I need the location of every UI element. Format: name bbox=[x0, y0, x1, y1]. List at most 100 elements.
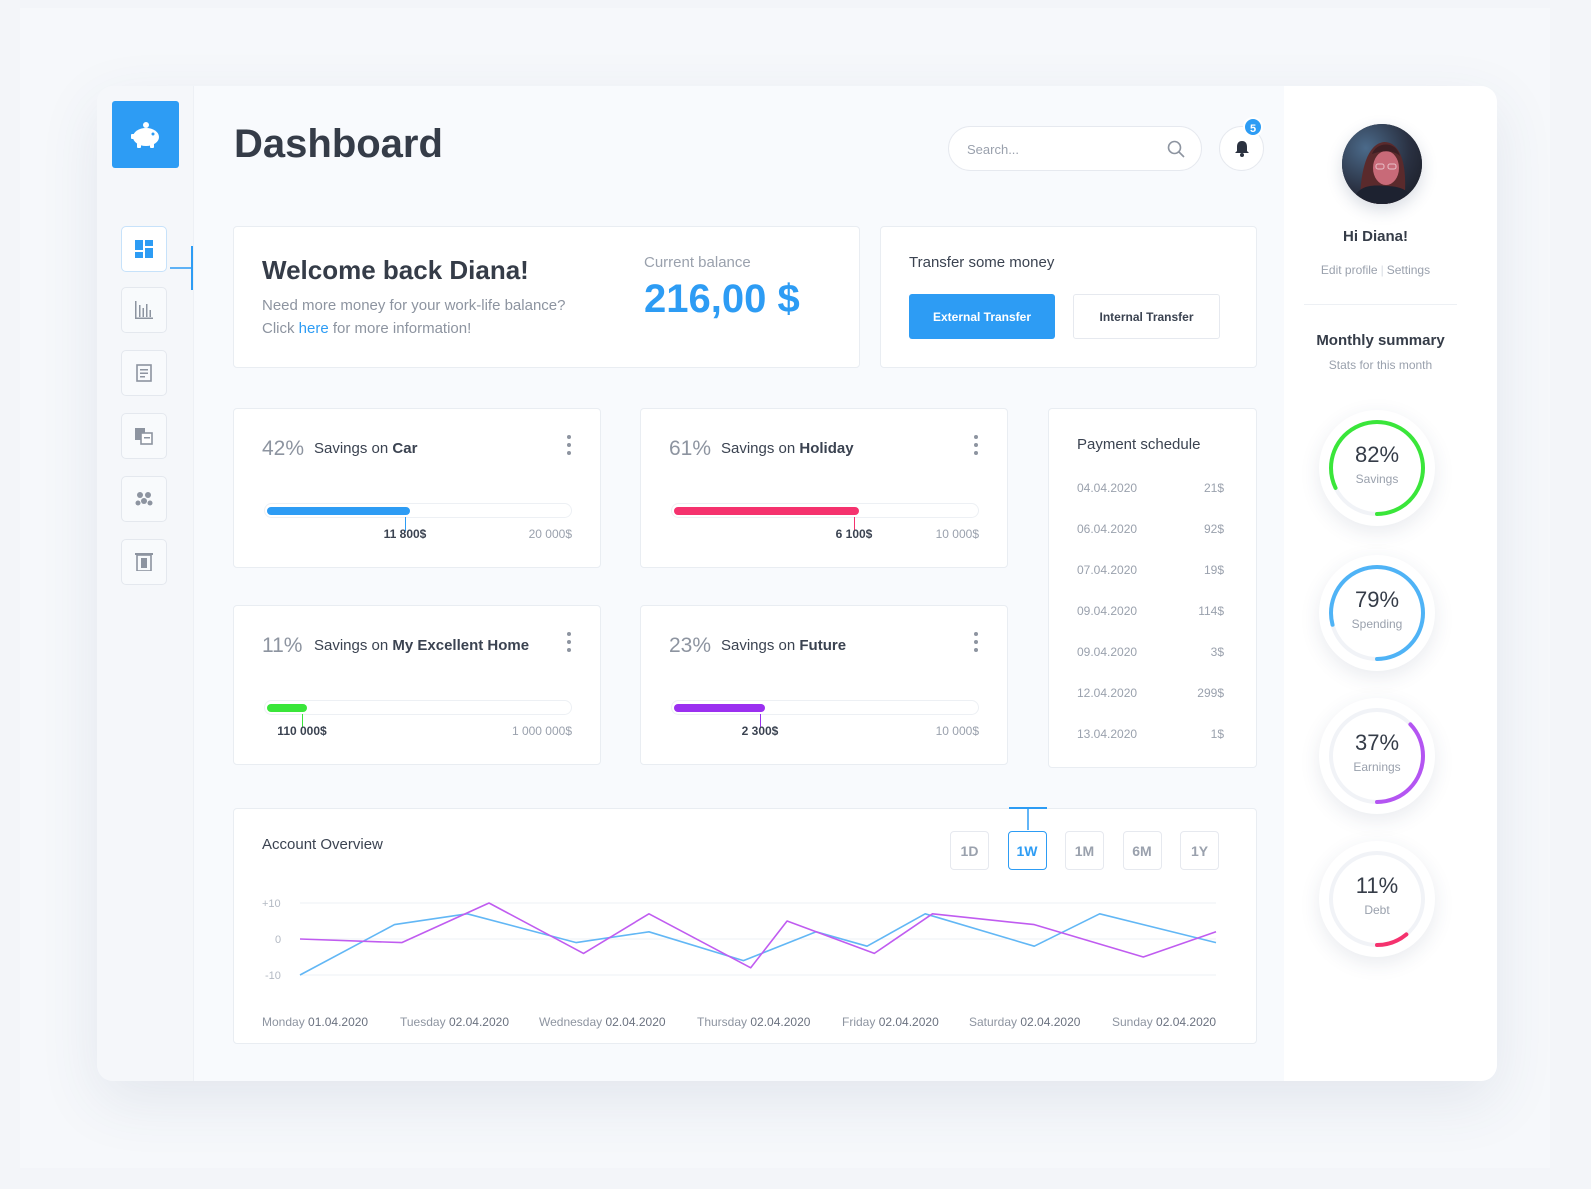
savings-current-amount: 110 000$ bbox=[277, 724, 327, 738]
sidebar bbox=[97, 86, 194, 1081]
progress-marker bbox=[302, 714, 303, 728]
logo[interactable] bbox=[112, 101, 179, 168]
transfer-title: Transfer some money bbox=[909, 254, 1055, 271]
edit-profile-link[interactable]: Edit profile bbox=[1320, 263, 1378, 277]
payment-row: 07.04.2020 19$ bbox=[1077, 563, 1224, 577]
sidebar-item-dashboard[interactable] bbox=[121, 226, 167, 272]
payment-schedule-title: Payment schedule bbox=[1077, 436, 1201, 453]
divider bbox=[1304, 304, 1457, 305]
range-button-1m[interactable]: 1M bbox=[1065, 831, 1104, 870]
progress-marker bbox=[760, 714, 761, 728]
savings-progress-fill bbox=[674, 507, 859, 515]
search-input[interactable] bbox=[967, 139, 1147, 159]
gauge-value: 11% bbox=[1355, 873, 1399, 898]
savings-percent: 23% bbox=[669, 634, 712, 657]
gauge-value: 37% bbox=[1354, 730, 1400, 755]
search-icon[interactable] bbox=[1167, 140, 1185, 163]
welcome-card: Welcome back Diana! Need more money for … bbox=[233, 226, 860, 368]
savings-percent: 11% bbox=[262, 634, 303, 657]
x-axis-label: Tuesday 02.04.2020 bbox=[400, 1015, 509, 1029]
y-tick-mid: 0 bbox=[275, 934, 282, 946]
gauge-label: Spending bbox=[1351, 617, 1403, 631]
app-window: Dashboard 5 Welcome back Diana! Need mor… bbox=[97, 86, 1497, 1081]
savings-progress-fill bbox=[674, 704, 765, 712]
payment-date: 04.04.2020 bbox=[1077, 481, 1138, 495]
savings-card: 61% Savings on Holiday 6 100$ 10 000$ bbox=[640, 408, 1008, 568]
savings-label: Savings on My Excellent Home bbox=[314, 637, 530, 654]
active-range-indicator bbox=[1008, 807, 1047, 830]
gauge-label: Debt bbox=[1364, 903, 1390, 917]
monthly-summary-subtitle: Stats for this month bbox=[1328, 358, 1433, 372]
payment-amount: 21$ bbox=[1203, 481, 1224, 495]
series-line-2 bbox=[299, 902, 1217, 969]
right-panel: Hi Diana! Edit profile | Settings Monthly … bbox=[1284, 86, 1497, 1081]
savings-target-amount: 10 000$ bbox=[935, 724, 979, 738]
series-line-1 bbox=[299, 913, 1217, 976]
savings-goal-name: Car bbox=[392, 440, 418, 457]
summary-gauge-savings: 82% Savings bbox=[1319, 410, 1435, 526]
notification-badge: 5 bbox=[1243, 117, 1263, 137]
cards-icon bbox=[135, 428, 153, 445]
payment-date: 09.04.2020 bbox=[1077, 604, 1138, 618]
savings-progress-track bbox=[264, 700, 572, 715]
savings-card: 42% Savings on Car 11 800$ 20 000$ bbox=[233, 408, 601, 568]
more-info-link[interactable]: here bbox=[298, 320, 329, 337]
payment-row: 09.04.2020 114$ bbox=[1077, 604, 1224, 618]
page-title: Dashboard bbox=[234, 122, 443, 166]
payment-amount: 114$ bbox=[1198, 604, 1224, 618]
x-axis-label: Monday 01.04.2020 bbox=[262, 1015, 369, 1029]
x-axis-label: Friday 02.04.2020 bbox=[842, 1015, 939, 1029]
gauge-label: Savings bbox=[1355, 472, 1399, 486]
sidebar-item-users[interactable] bbox=[121, 476, 167, 522]
profile-links: Edit profile | Settings bbox=[1284, 263, 1467, 277]
savings-current-amount: 11 800$ bbox=[383, 527, 427, 541]
payment-row: 13.04.2020 1$ bbox=[1077, 727, 1224, 741]
monthly-summary-title: Monthly summary bbox=[1316, 332, 1445, 349]
gauge-value: 82% bbox=[1354, 442, 1400, 467]
welcome-line-2: Click here for more information! bbox=[262, 320, 472, 337]
range-button-6m[interactable]: 6M bbox=[1122, 831, 1162, 870]
bell-icon bbox=[1234, 141, 1249, 157]
savings-current-amount: 2 300$ bbox=[741, 724, 779, 738]
avatar[interactable] bbox=[1342, 124, 1422, 204]
sidebar-item-cards[interactable] bbox=[121, 413, 167, 459]
gauge-ring bbox=[1329, 708, 1425, 804]
more-options-icon[interactable] bbox=[566, 435, 572, 457]
savings-progress-track bbox=[671, 700, 979, 715]
summary-gauge-debt: 11% Debt bbox=[1319, 841, 1435, 957]
piggy-bank-icon bbox=[130, 121, 159, 148]
range-button-1w[interactable]: 1W bbox=[1007, 831, 1047, 870]
savings-label: Savings on Car bbox=[314, 440, 418, 457]
payment-amount: 299$ bbox=[1197, 686, 1224, 700]
sidebar-item-analytics[interactable] bbox=[121, 287, 167, 333]
transfer-card: Transfer some money External Transfer In… bbox=[880, 226, 1257, 368]
range-button-1d[interactable]: 1D bbox=[950, 831, 989, 870]
active-nav-indicator bbox=[170, 246, 193, 290]
payment-date: 06.04.2020 bbox=[1077, 522, 1138, 536]
users-icon bbox=[135, 492, 153, 506]
sidebar-item-atm[interactable] bbox=[121, 539, 167, 585]
welcome-title: Welcome back Diana! bbox=[262, 255, 529, 285]
summary-gauge-earnings: 37% Earnings bbox=[1319, 698, 1435, 814]
greeting: Hi Diana! bbox=[1342, 228, 1408, 245]
savings-target-amount: 10 000$ bbox=[935, 527, 979, 541]
more-options-icon[interactable] bbox=[973, 632, 979, 654]
dashboard-icon bbox=[135, 240, 153, 258]
y-tick-top: +10 bbox=[262, 898, 281, 910]
payment-row: 04.04.2020 21$ bbox=[1077, 481, 1224, 495]
payment-amount: 92$ bbox=[1203, 522, 1224, 536]
payment-row: 09.04.2020 3$ bbox=[1077, 645, 1224, 659]
sidebar-item-documents[interactable] bbox=[121, 350, 167, 396]
more-options-icon[interactable] bbox=[566, 632, 572, 654]
x-axis-label: Wednesday 02.04.2020 bbox=[539, 1015, 666, 1029]
bar-chart-icon bbox=[135, 301, 153, 319]
internal-transfer-button[interactable]: Internal Transfer bbox=[1073, 294, 1220, 339]
more-options-icon[interactable] bbox=[973, 435, 979, 457]
welcome-line-1: Need more money for your work-life balan… bbox=[262, 297, 566, 314]
balance-value: 216,00 $ bbox=[644, 277, 800, 321]
search-box[interactable] bbox=[948, 126, 1202, 171]
settings-link[interactable]: Settings bbox=[1386, 263, 1431, 277]
external-transfer-button[interactable]: External Transfer bbox=[909, 294, 1055, 339]
range-button-1y[interactable]: 1Y bbox=[1180, 831, 1219, 870]
payment-row: 06.04.2020 92$ bbox=[1077, 522, 1224, 536]
